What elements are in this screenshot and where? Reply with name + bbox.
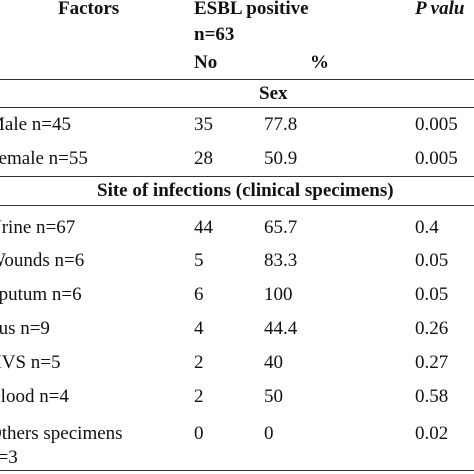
- header-factors: Factors: [58, 0, 120, 19]
- header-p-value: P valu: [415, 0, 465, 19]
- row-factor: HVS n=5: [0, 352, 61, 373]
- header-esbl-positive: ESBL positive: [194, 0, 309, 19]
- row-percent: 83.3: [264, 250, 298, 271]
- site-divider-bottom: [0, 205, 474, 206]
- row-factor: Female n=55: [0, 148, 88, 169]
- row-no: 0: [194, 423, 204, 444]
- row-factor: Wounds n=6: [0, 250, 85, 271]
- row-p: 0.005: [415, 114, 458, 135]
- table-bottom-rule: [0, 470, 474, 471]
- row-no: 44: [194, 217, 213, 238]
- section-title-sex: Sex: [259, 83, 288, 104]
- row-percent: 50: [264, 386, 283, 407]
- row-p: 0.005: [415, 148, 458, 169]
- row-p: 0.58: [415, 386, 449, 407]
- row-percent: 44.4: [264, 318, 298, 339]
- row-no: 2: [194, 386, 204, 407]
- row-percent: 50.9: [264, 148, 298, 169]
- row-p: 0.05: [415, 284, 449, 305]
- row-p: 0.05: [415, 250, 449, 271]
- row-factor-continued: n=3: [0, 447, 18, 468]
- row-factor: Blood n=4: [0, 386, 69, 407]
- row-percent: 100: [264, 284, 293, 305]
- site-divider-top: [0, 176, 474, 177]
- sex-divider: [0, 107, 474, 108]
- row-no: 2: [194, 352, 204, 373]
- row-percent: 0: [264, 423, 274, 444]
- row-no: 4: [194, 318, 204, 339]
- row-no: 35: [194, 114, 213, 135]
- row-p: 0.4: [415, 217, 439, 238]
- row-p: 0.26: [415, 318, 449, 339]
- row-factor: Male n=45: [0, 114, 72, 135]
- header-percent: %: [310, 52, 329, 73]
- row-factor: Urine n=67: [0, 217, 76, 238]
- row-no: 28: [194, 148, 213, 169]
- row-factor: Pus n=9: [0, 318, 50, 339]
- row-p: 0.27: [415, 352, 449, 373]
- row-factor: Sputum n=6: [0, 284, 82, 305]
- row-percent: 65.7: [264, 217, 298, 238]
- row-p: 0.02: [415, 423, 449, 444]
- header-n: n=63: [194, 24, 235, 45]
- header-divider: [0, 79, 474, 80]
- row-no: 6: [194, 284, 204, 305]
- section-title-site: Site of infections (clinical specimens): [97, 180, 394, 201]
- row-factor: Others specimens: [0, 423, 123, 444]
- row-no: 5: [194, 250, 204, 271]
- header-no: No: [194, 52, 218, 73]
- row-percent: 40: [264, 352, 283, 373]
- row-percent: 77.8: [264, 114, 298, 135]
